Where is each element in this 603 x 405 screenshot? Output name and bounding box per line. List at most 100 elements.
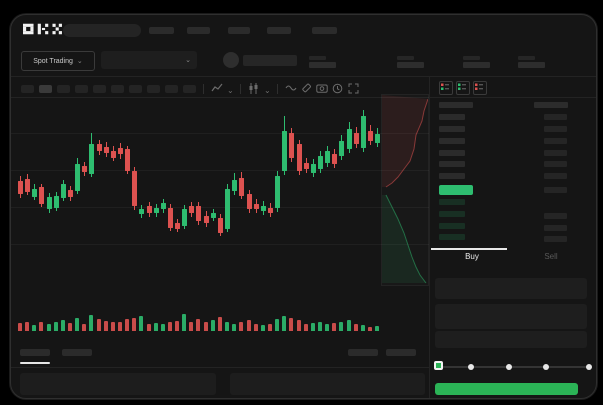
timeframe-pill-5[interactable] [93, 85, 106, 93]
timeframe-pill-6[interactable] [111, 85, 124, 93]
tab-buy[interactable]: Buy [465, 252, 479, 261]
slider-stop-1[interactable] [468, 364, 474, 370]
okx-logo[interactable] [23, 23, 63, 35]
pair-selector-dropdown[interactable]: ⌄ [101, 51, 197, 69]
buy-tab-indicator [431, 248, 507, 250]
volume-bar [75, 318, 79, 331]
volume-bar [332, 323, 336, 331]
ask-price-placeholder[interactable] [439, 173, 465, 179]
ask-amount-placeholder [544, 114, 567, 120]
volume-bar [311, 323, 315, 331]
slider-stop-3[interactable] [543, 364, 549, 370]
bid-price-placeholder[interactable] [439, 223, 465, 229]
header-divider [11, 76, 596, 77]
timeframe-pill-10[interactable] [183, 85, 196, 93]
bid-amount-placeholder [544, 236, 567, 242]
volume-bar [211, 320, 215, 331]
chart-gridline [11, 170, 429, 171]
bid-price-placeholder[interactable] [439, 234, 465, 240]
candle [289, 133, 294, 158]
candle [247, 194, 252, 209]
stat-value-placeholder [397, 62, 424, 68]
volume-bar [18, 323, 22, 331]
indicator-selector-icon[interactable] [211, 83, 223, 95]
timeframe-pill-1[interactable] [21, 85, 34, 93]
orderbook-view-combined-icon[interactable] [439, 81, 453, 95]
candle [25, 179, 30, 192]
ask-price-placeholder[interactable] [439, 126, 465, 132]
ask-price-placeholder[interactable] [439, 138, 465, 144]
slider-stop-2[interactable] [506, 364, 512, 370]
volume-bar [254, 324, 258, 331]
candle [97, 144, 102, 151]
ask-price-placeholder[interactable] [439, 114, 465, 120]
stat-label-placeholder [397, 56, 414, 60]
ask-amount-placeholder [544, 138, 567, 144]
volume-bar [118, 322, 122, 331]
depth-overlay [381, 94, 429, 286]
candlestick-chart[interactable] [11, 97, 429, 297]
nav-item-3[interactable] [228, 27, 250, 34]
ask-amount-placeholder [544, 161, 567, 167]
screenshot-camera-icon[interactable] [316, 83, 328, 95]
candle [254, 204, 259, 209]
fullscreen-icon[interactable] [348, 83, 359, 95]
nav-item-4[interactable] [267, 27, 291, 34]
volume-bar [218, 317, 222, 331]
candle [282, 131, 287, 171]
tab-sell[interactable]: Sell [544, 252, 558, 261]
order-input-field-1[interactable] [435, 278, 587, 299]
timeframe-pill-4[interactable] [75, 85, 88, 93]
draw-icon[interactable] [301, 83, 312, 95]
ask-price-placeholder[interactable] [439, 161, 465, 167]
bid-price-placeholder[interactable] [439, 199, 465, 205]
nav-item-5[interactable] [312, 27, 337, 34]
order-input-field-3[interactable] [435, 331, 587, 348]
timeframe-pill-9[interactable] [165, 85, 178, 93]
buy-submit-button[interactable] [435, 383, 578, 395]
orderbook-view-bids-icon[interactable] [456, 81, 470, 95]
slider-stop-4[interactable] [586, 364, 592, 370]
bid-amount-placeholder [544, 213, 567, 219]
amount-slider-handle[interactable] [434, 361, 443, 370]
candle [297, 144, 302, 171]
candle [175, 223, 180, 229]
bottom-tab-active[interactable] [20, 349, 50, 356]
volume-bar [196, 319, 200, 331]
orderbook-view-asks-icon[interactable] [473, 81, 487, 95]
toolbar-separator [203, 84, 204, 94]
timeframe-pill-7[interactable] [129, 85, 142, 93]
candle [304, 163, 309, 169]
volume-bar [175, 321, 179, 331]
stat-label-placeholder [518, 56, 535, 60]
bottom-tab-2[interactable] [62, 349, 92, 356]
market-type-dropdown[interactable]: Spot Trading ⌄ [21, 51, 95, 71]
chevron-down-icon[interactable]: ⌄ [227, 86, 234, 95]
bottom-right-pill-1[interactable] [348, 349, 378, 356]
candle [61, 184, 66, 198]
search-input[interactable] [63, 24, 141, 37]
ask-amount-placeholder [544, 173, 567, 179]
timeframe-pill-8[interactable] [147, 85, 160, 93]
nav-item-2[interactable] [187, 27, 210, 34]
amount-slider-track[interactable] [438, 366, 589, 368]
candle [168, 208, 173, 228]
alert-clock-icon[interactable] [332, 83, 343, 95]
chevron-down-icon: ⌄ [185, 56, 191, 64]
orderbook-header-placeholder [439, 102, 473, 108]
ask-price-placeholder[interactable] [439, 150, 465, 156]
candle [368, 131, 373, 141]
volume-pane [11, 297, 429, 331]
wave-indicator-icon[interactable] [285, 83, 297, 95]
chart-type-selector-icon[interactable] [248, 83, 259, 95]
active-tab-indicator [20, 362, 50, 364]
bid-price-placeholder[interactable] [439, 211, 465, 217]
chevron-down-icon[interactable]: ⌄ [264, 86, 271, 95]
orderbook-header-placeholder [534, 102, 568, 108]
chart-gridline [11, 133, 429, 134]
order-input-field-2[interactable] [435, 304, 587, 329]
timeframe-pill-2[interactable] [39, 85, 52, 93]
nav-item-1[interactable] [149, 27, 174, 34]
bottom-right-pill-2[interactable] [386, 349, 416, 356]
timeframe-pill-3[interactable] [57, 85, 70, 93]
